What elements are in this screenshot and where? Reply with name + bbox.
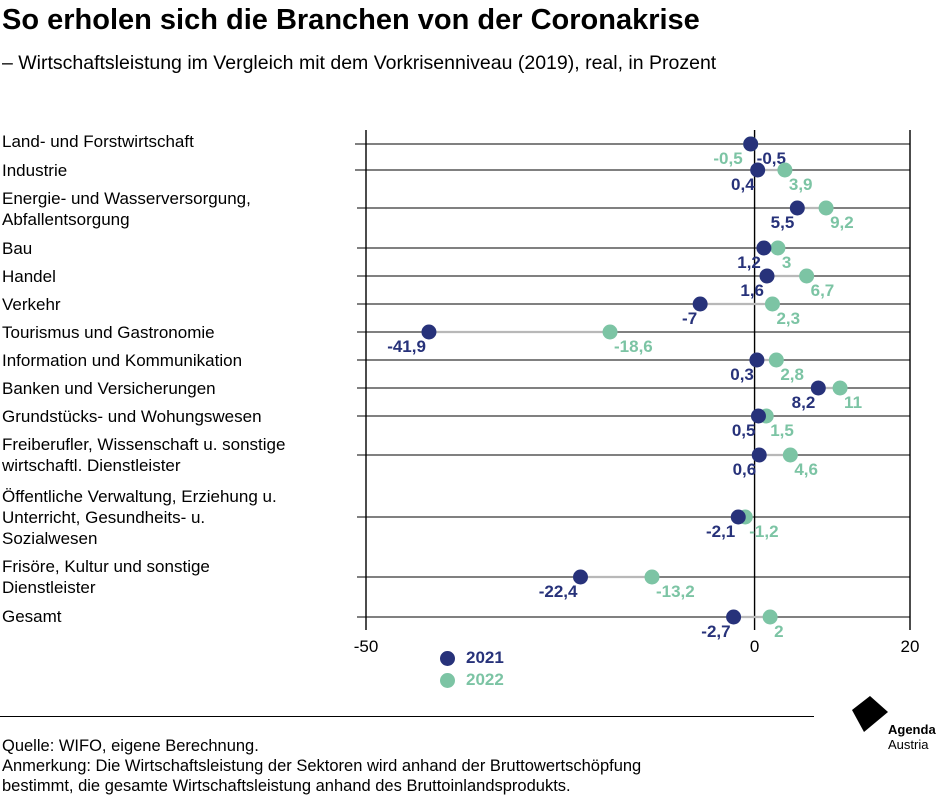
data-label-2021: 1,2 bbox=[737, 253, 761, 272]
x-tick-label: -50 bbox=[354, 637, 379, 656]
category-label: Öffentliche Verwaltung, Erziehung u. Unt… bbox=[2, 487, 277, 548]
dot-2021 bbox=[750, 162, 766, 178]
data-label-2021: -41,9 bbox=[387, 337, 426, 356]
data-label-2022: 3,9 bbox=[789, 175, 813, 194]
dot-2022 bbox=[799, 268, 815, 284]
data-label-2022: 6,7 bbox=[811, 281, 835, 300]
x-tick-label: 20 bbox=[901, 637, 920, 656]
dot-2021 bbox=[730, 509, 746, 525]
data-label-2022: 1,5 bbox=[770, 421, 794, 440]
footer-divider bbox=[0, 716, 814, 717]
dot-2021 bbox=[756, 240, 772, 256]
chart-title: So erholen sich die Branchen von der Cor… bbox=[2, 4, 700, 36]
agenda-austria-logo: Agenda Austria bbox=[850, 694, 940, 754]
data-label-2022: 4,6 bbox=[794, 460, 818, 479]
legend-label-2022: 2022 bbox=[466, 670, 504, 689]
legend-item-2022: 2022 bbox=[440, 670, 504, 690]
x-tick-label: 0 bbox=[750, 637, 759, 656]
dot-2021 bbox=[572, 569, 588, 585]
dot-2022 bbox=[764, 296, 780, 312]
dot-2021 bbox=[692, 296, 708, 312]
category-label: Freiberufler, Wissenschaft u. sonstige w… bbox=[2, 435, 286, 475]
data-label-2021: -2,1 bbox=[706, 522, 735, 541]
category-label: Verkehr bbox=[2, 295, 61, 314]
agenda-austria-logo-icon bbox=[852, 696, 888, 732]
dot-2021 bbox=[743, 136, 759, 152]
category-label: Tourismus und Gastronomie bbox=[2, 323, 215, 342]
data-label-2021: -22,4 bbox=[539, 582, 578, 601]
category-label: Energie- und Wasserversorgung, Abfallent… bbox=[2, 189, 251, 229]
dot-2022 bbox=[644, 569, 660, 585]
category-label: Land- und Forstwirtschaft bbox=[2, 132, 194, 151]
data-label-2021: 8,2 bbox=[792, 393, 816, 412]
category-label: Grundstücks- und Wohungswesen bbox=[2, 407, 262, 426]
dot-plot-chart: -50 0 20-0,5-0,50,4 3,95,5 9,21,2 31,6 6,7-7 2,… bbox=[354, 130, 920, 656]
category-label: Bau bbox=[2, 239, 33, 258]
data-label-2021: 0,4 bbox=[731, 175, 755, 194]
category-label: Gesamt bbox=[2, 607, 62, 626]
data-label-2022: 2 bbox=[774, 622, 783, 641]
data-label-2021: -7 bbox=[682, 309, 697, 328]
data-label-2021: -0,5 bbox=[757, 149, 786, 168]
dot-2022 bbox=[602, 324, 618, 340]
dot-2022 bbox=[818, 200, 834, 216]
category-label: Industrie bbox=[2, 161, 68, 180]
dot-2021 bbox=[421, 324, 437, 340]
data-label-2022: -13,2 bbox=[656, 582, 695, 601]
chart-subtitle: – Wirtschaftsleistung im Vergleich mit d… bbox=[2, 52, 717, 74]
dot-2022 bbox=[832, 380, 848, 396]
dot-2021 bbox=[749, 352, 765, 368]
dot-2021 bbox=[750, 408, 766, 424]
data-label-2021: 5,5 bbox=[771, 213, 795, 232]
dot-2021 bbox=[751, 447, 767, 463]
dot-2021 bbox=[810, 380, 826, 396]
dot-2022 bbox=[777, 162, 793, 178]
methodology-note-line2: bestimmt, die gesamte Wirtschaftsleistun… bbox=[2, 777, 571, 795]
dot-2022 bbox=[762, 609, 778, 625]
dot-2022 bbox=[768, 352, 784, 368]
logo-text-agenda: Agenda bbox=[888, 722, 936, 737]
dot-2022 bbox=[770, 240, 786, 256]
data-label-2022: 2,3 bbox=[776, 309, 800, 328]
dot-2022 bbox=[782, 447, 798, 463]
logo-text-austria: Austria bbox=[888, 737, 929, 752]
category-label: Banken und Versicherungen bbox=[2, 379, 216, 398]
category-label: Handel bbox=[2, 267, 56, 286]
data-label-2022: 9,2 bbox=[830, 213, 854, 232]
data-label-2022: 3 bbox=[782, 253, 791, 272]
data-label-2021: 0,5 bbox=[732, 421, 756, 440]
dot-2021 bbox=[759, 268, 775, 284]
data-label-2022: -1,2 bbox=[749, 522, 778, 541]
category-label: Information und Kommunikation bbox=[2, 351, 243, 370]
data-label-2022: -18,6 bbox=[614, 337, 653, 356]
data-label-2021: 0,6 bbox=[733, 460, 757, 479]
legend-item-2021: 2021 bbox=[440, 648, 504, 668]
data-label-2022: -0,5 bbox=[713, 149, 742, 168]
legend-marker-2022 bbox=[440, 672, 455, 688]
data-label-2022: 11 bbox=[844, 393, 862, 412]
methodology-note-line1: Anmerkung: Die Wirtschaftsleistung der S… bbox=[2, 757, 642, 775]
dot-2021 bbox=[726, 609, 742, 625]
category-label: Frisöre, Kultur und sonstige Dienstleist… bbox=[2, 557, 210, 597]
source-note: Quelle: WIFO, eigene Berechnung. bbox=[2, 737, 259, 755]
data-label-2021: 1,6 bbox=[740, 281, 764, 300]
data-label-2021: 0,3 bbox=[730, 365, 754, 384]
data-label-2021: -2,7 bbox=[701, 622, 730, 641]
dot-2021 bbox=[789, 200, 805, 216]
legend-marker-2021 bbox=[440, 650, 455, 666]
data-label-2022: 2,8 bbox=[780, 365, 804, 384]
legend-label-2021: 2021 bbox=[466, 648, 504, 667]
